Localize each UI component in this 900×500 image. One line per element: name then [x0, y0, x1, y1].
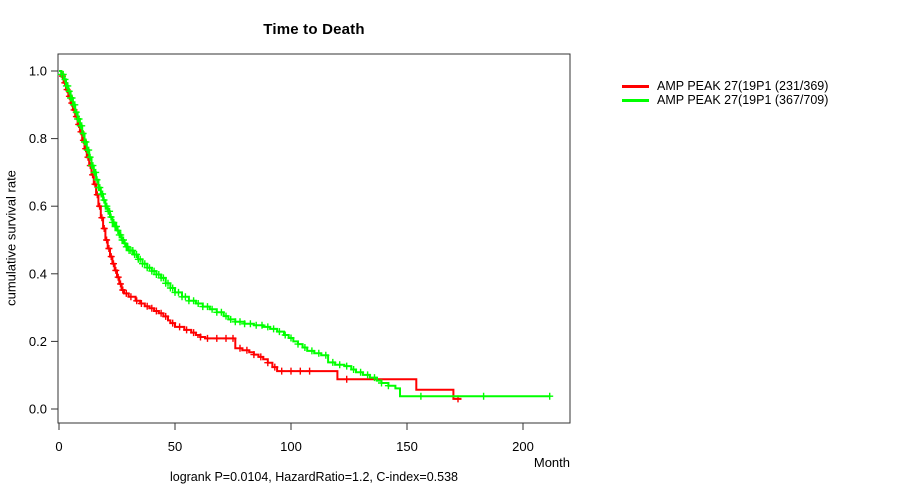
x-tick-label: 150: [396, 439, 418, 454]
stats-annotation: logrank P=0.0104, HazardRatio=1.2, C-ind…: [169, 470, 459, 484]
y-tick-label: 0.8: [29, 131, 47, 146]
legend: AMP PEAK 27(19P1 (231/369) AMP PEAK 27(1…: [622, 79, 828, 107]
legend-line-1: [622, 98, 649, 102]
x-axis-label: Month: [533, 455, 570, 470]
y-tick-label: 1.0: [29, 64, 47, 79]
legend-line-0: [622, 84, 649, 88]
y-tick-label: 0.6: [29, 199, 47, 214]
x-tick-label: 100: [280, 439, 302, 454]
chart-title: Time to Death: [263, 21, 365, 38]
censor-marks-green: [57, 70, 554, 400]
plot-box: [57, 53, 571, 424]
legend-item-red: AMP PEAK 27(19P1 (231/369): [622, 79, 828, 93]
x-tick-label: 50: [168, 439, 182, 454]
y-tick-label: 0.0: [29, 402, 47, 417]
y-tick-label: 0.4: [29, 266, 47, 281]
legend-label-red: AMP PEAK 27(19P1 (231/369): [657, 79, 829, 93]
x-tick-label: 0: [55, 439, 62, 454]
legend-label-green: AMP PEAK 27(19P1 (367/709): [657, 93, 829, 107]
legend-item-green: AMP PEAK 27(19P1 (367/709): [622, 93, 828, 107]
y-tick-label: 0.2: [29, 334, 47, 349]
x-tick-label: 200: [512, 439, 534, 454]
